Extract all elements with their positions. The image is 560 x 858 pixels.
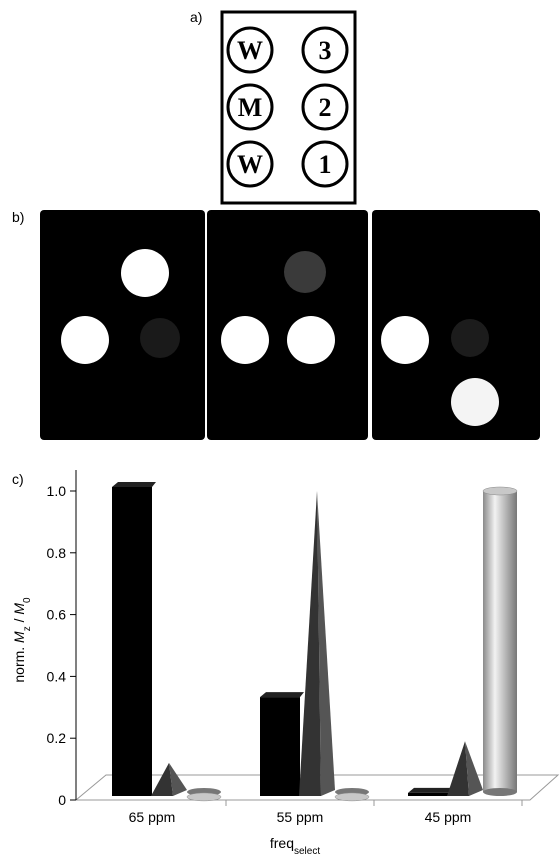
x-tick-label: 45 ppm — [425, 809, 472, 825]
sample-spot — [61, 316, 109, 364]
box-top — [260, 692, 304, 697]
cell-label: 3 — [319, 36, 332, 65]
box-top — [408, 788, 452, 793]
panel-label: a) — [190, 9, 202, 25]
y-tick-label: 0 — [58, 792, 66, 808]
cell-label: 2 — [319, 93, 332, 122]
sample-spot — [381, 316, 429, 364]
cell-label: 1 — [319, 150, 332, 179]
sample-spot — [451, 319, 489, 357]
sample-spot — [284, 251, 326, 293]
y-axis-label-part: M — [11, 631, 27, 643]
y-axis-label-part: norm. — [11, 643, 27, 683]
bar — [408, 793, 448, 796]
x-axis-label-part: freq — [270, 835, 294, 851]
x-tick-label: 65 ppm — [129, 809, 176, 825]
cylinder-top — [187, 793, 221, 801]
page: {"panel_labels": ["a)", "b)", "c)"], "di… — [0, 0, 560, 858]
cylinder-top — [483, 487, 517, 495]
panel-label: b) — [12, 209, 24, 225]
y-tick-label: 0.6 — [47, 607, 67, 623]
figure: a) W 3 M 2 W 1 b) c) 0 0.2 0.4 0.6 0.8 1.0 65 ppm 55… — [0, 0, 560, 858]
cylinder — [483, 491, 517, 792]
y-tick-label: 0.4 — [47, 668, 67, 684]
x-axis-label: freqselect — [270, 835, 320, 857]
bar — [112, 487, 152, 796]
x-axis-label-part: select — [294, 846, 320, 857]
plot: 0 0.2 0.4 0.6 0.8 1.0 65 ppm 55 ppm 45 ppm — [47, 482, 522, 825]
y-axis-label-part: M — [11, 603, 27, 615]
mri-image — [40, 210, 205, 440]
sample-spot — [121, 249, 169, 297]
sample-spot — [451, 378, 499, 426]
cell-label: W — [237, 36, 263, 65]
cell-label: M — [238, 93, 263, 122]
x-tick-label: 55 ppm — [277, 809, 324, 825]
box-top — [112, 482, 156, 487]
y-tick-label: 0.2 — [47, 730, 67, 746]
cylinder-top — [335, 793, 369, 801]
sample-spot — [221, 316, 269, 364]
y-tick-label: 0.8 — [47, 545, 67, 561]
y-axis-label-part: / — [11, 615, 27, 627]
sample-spot — [140, 318, 180, 358]
bar — [260, 697, 300, 796]
y-axis-label: norm. Mz / M0 — [11, 597, 33, 683]
y-axis-label-part: 0 — [22, 597, 33, 603]
cylinder-base — [483, 788, 517, 796]
sample-spot — [287, 316, 335, 364]
panel-label: c) — [12, 471, 24, 487]
y-tick-label: 1.0 — [47, 483, 67, 499]
mri-images — [40, 210, 540, 440]
cell-label: W — [237, 150, 263, 179]
